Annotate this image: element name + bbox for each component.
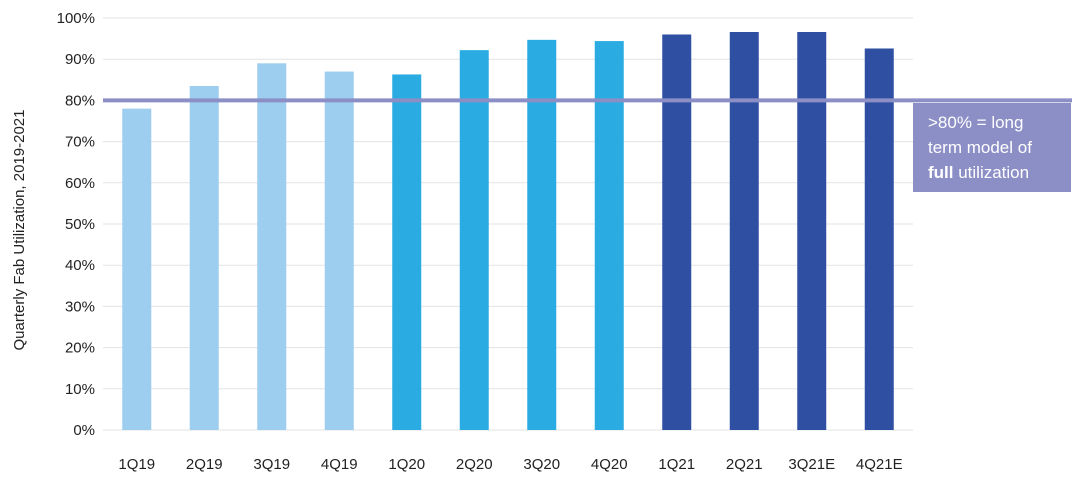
annotation-line-2: term model of [928, 138, 1032, 157]
gridlines [103, 17, 913, 431]
bar-2q19 [189, 85, 219, 430]
x-tick-label: 4Q20 [591, 456, 628, 473]
annotation-bold-word: full [928, 163, 954, 182]
bar-1q20 [392, 74, 422, 430]
x-tick-label: 2Q21 [726, 456, 763, 473]
annotation-line-3: full utilization [928, 160, 1061, 185]
y-tick-label: 0% [73, 422, 95, 439]
annotation-callout: >80% = long term model of full utilizati… [913, 103, 1071, 192]
y-tick-label: 10% [65, 381, 95, 398]
bar-3q21e [797, 32, 827, 431]
y-tick-label: 50% [65, 216, 95, 233]
y-tick-label: 60% [65, 175, 95, 192]
bar-3q19 [257, 63, 287, 430]
y-tick-label: 90% [65, 51, 95, 68]
bar-3q20 [527, 39, 557, 430]
y-tick-label: 70% [65, 134, 95, 151]
annotation-line-1: >80% = long [928, 113, 1024, 132]
y-tick-label: 20% [65, 340, 95, 357]
bar-4q21e [864, 48, 894, 430]
bar-4q20 [594, 41, 624, 431]
x-tick-label: 4Q21E [856, 456, 903, 473]
x-tick-labels: 1Q19 2Q19 3Q19 4Q19 1Q20 2Q20 3Q20 4Q20 1Q21 2Q21… [118, 456, 902, 473]
bar-2q21 [729, 32, 759, 431]
y-tick-label: 40% [65, 257, 95, 274]
x-tick-label: 2Q20 [456, 456, 493, 473]
x-tick-label: 1Q21 [658, 456, 695, 473]
y-axis-label: Quarterly Fab Utilization, 2019-2021 [11, 110, 28, 351]
x-tick-label: 3Q19 [253, 456, 290, 473]
x-tick-label: 1Q20 [388, 456, 425, 473]
bar-1q21 [662, 34, 692, 430]
y-tick-labels: 0% 10% 20% 30% 40% 50% 60% 70% 80% 90% 100% [57, 10, 95, 439]
x-tick-label: 1Q19 [118, 456, 155, 473]
x-tick-label: 2Q19 [186, 456, 223, 473]
bars [122, 32, 894, 431]
annotation-line-3-rest: utilization [953, 163, 1030, 182]
y-tick-label: 100% [57, 10, 95, 27]
bar-4q19 [324, 71, 354, 430]
bar-1q19 [122, 108, 152, 430]
x-tick-label: 3Q21E [788, 456, 835, 473]
x-tick-label: 3Q20 [523, 456, 560, 473]
y-tick-label: 80% [65, 92, 95, 109]
bar-2q20 [459, 50, 489, 431]
x-tick-label: 4Q19 [321, 456, 358, 473]
y-tick-label: 30% [65, 298, 95, 315]
